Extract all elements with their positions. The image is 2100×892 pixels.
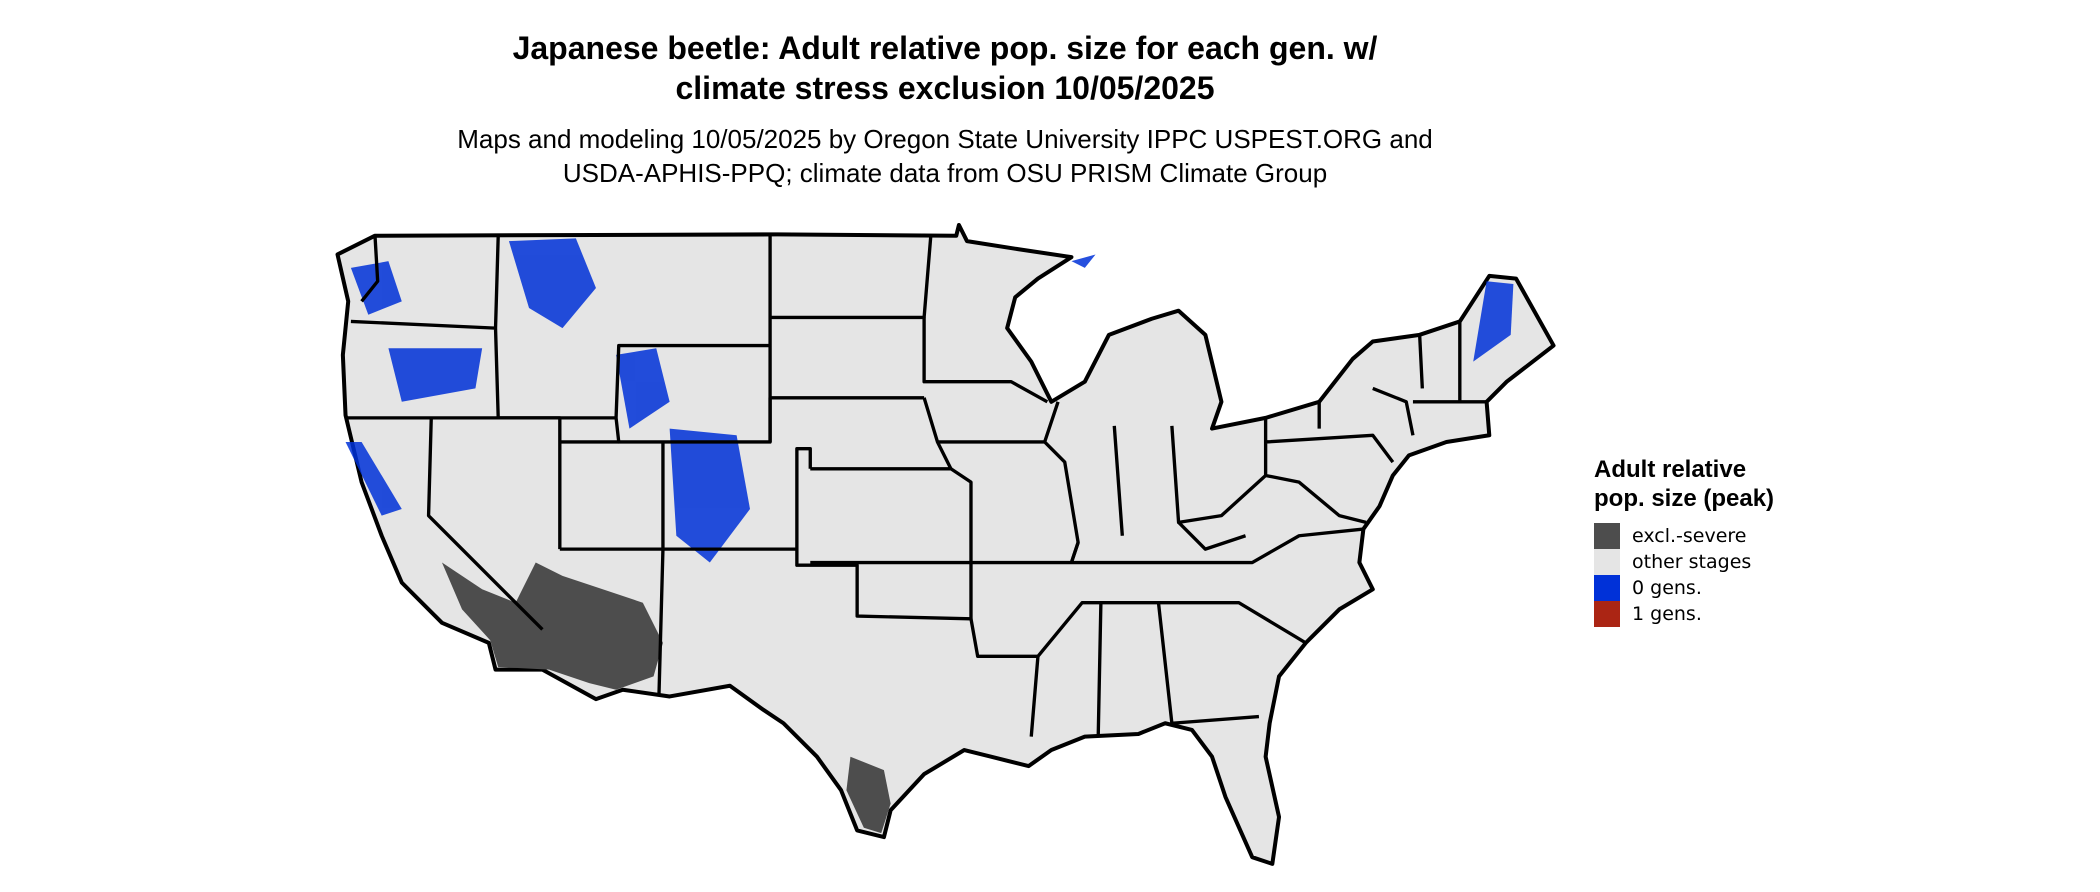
- excluded-region-southwest: [441, 562, 663, 690]
- legend: Adult relative pop. size (peak) excl.-se…: [1594, 455, 1794, 627]
- legend-item-1-gens: 1 gens.: [1594, 601, 1794, 627]
- excluded-region-south-texas: [846, 756, 891, 834]
- legend-swatch: [1594, 549, 1620, 575]
- zero-gens-areas: [345, 238, 1514, 563]
- title-line-1: Japanese beetle: Adult relative pop. siz…: [512, 30, 1378, 66]
- subtitle-line-2: USDA-APHIS-PPQ; climate data from OSU PR…: [562, 158, 1328, 188]
- us-land: [335, 223, 1556, 866]
- legend-swatch: [1594, 575, 1620, 601]
- legend-item-other-stages: other stages: [1594, 549, 1794, 575]
- legend-label: 1 gens.: [1632, 603, 1702, 625]
- legend-swatch: [1594, 601, 1620, 627]
- legend-label: other stages: [1632, 551, 1752, 573]
- map-subtitle: Maps and modeling 10/05/2025 by Oregon S…: [0, 122, 1890, 190]
- legend-item-excluded: excl.-severe: [1594, 523, 1794, 549]
- subtitle-line-1: Maps and modeling 10/05/2025 by Oregon S…: [457, 124, 1433, 154]
- state-borders: [345, 234, 1487, 737]
- map-title: Japanese beetle: Adult relative pop. siz…: [0, 28, 1890, 108]
- legend-swatch: [1594, 523, 1620, 549]
- legend-item-0-gens: 0 gens.: [1594, 575, 1794, 601]
- legend-label: 0 gens.: [1632, 577, 1702, 599]
- legend-title: Adult relative pop. size (peak): [1594, 456, 1775, 512]
- title-line-2: climate stress exclusion 10/05/2025: [675, 70, 1215, 106]
- legend-label: excl.-severe: [1632, 525, 1747, 547]
